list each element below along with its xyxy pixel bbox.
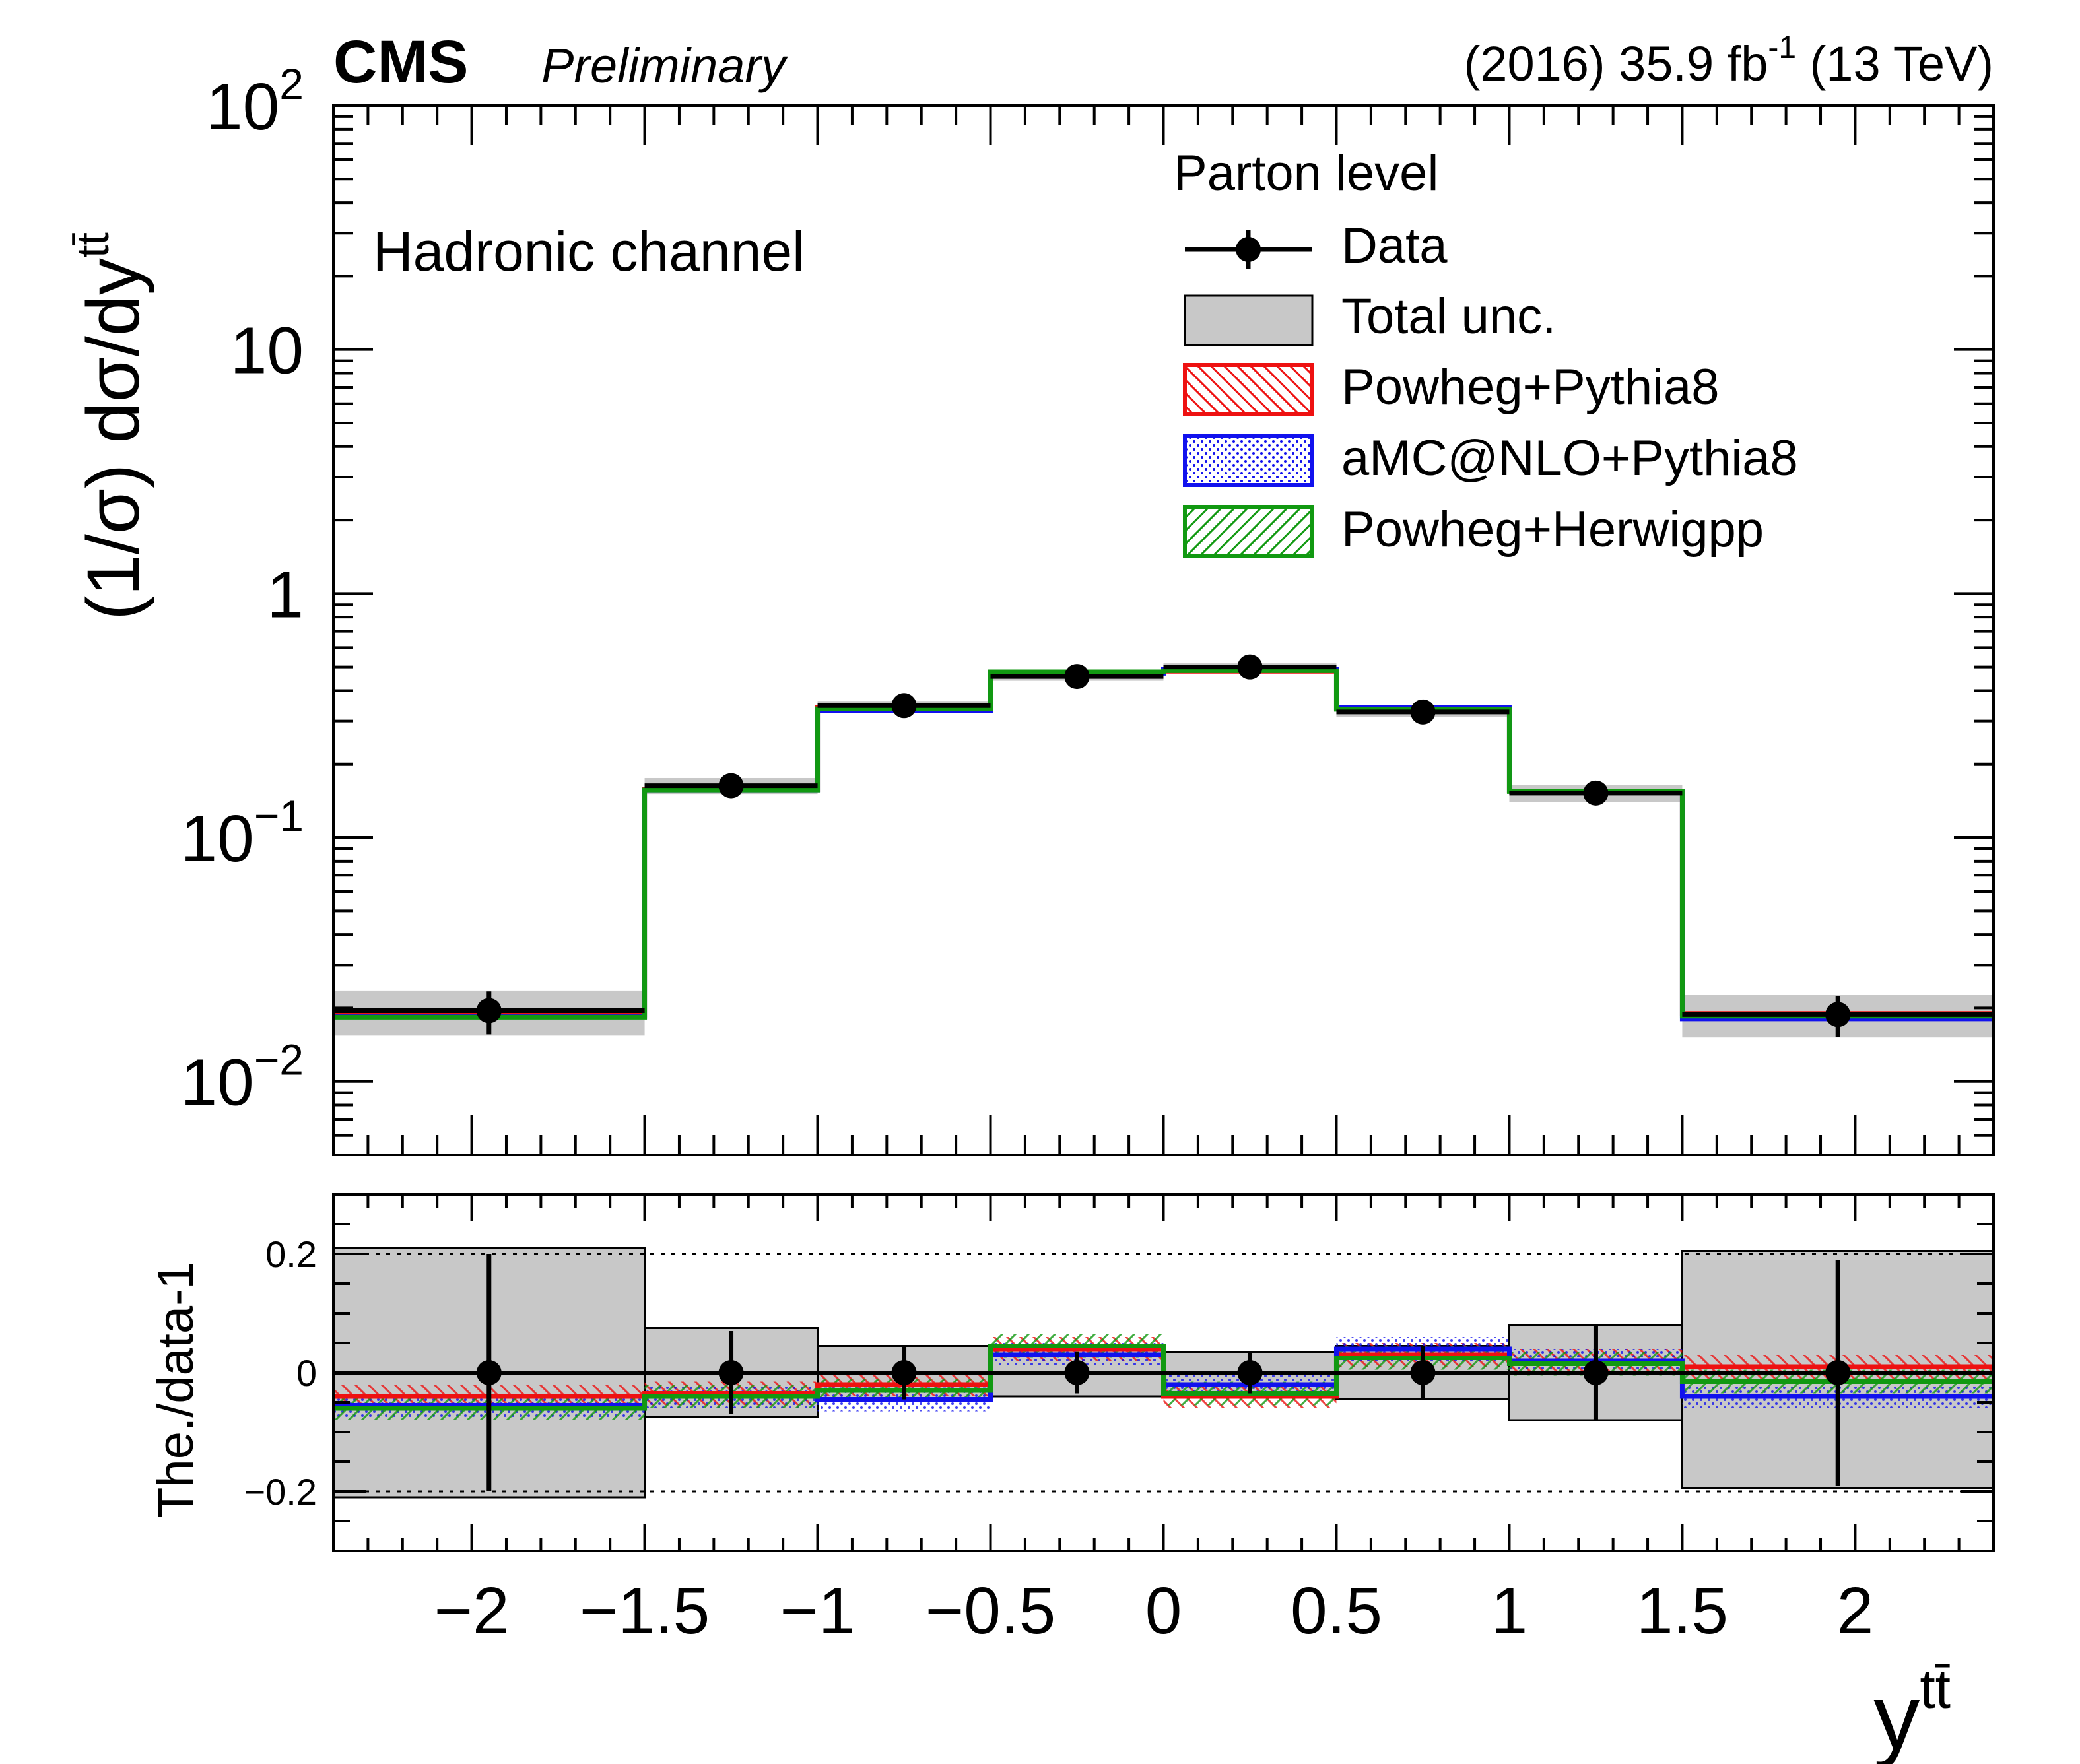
ratio-frame: [332, 1193, 1995, 1552]
main-line-powheg-pythia8: [333, 669, 1994, 1018]
legend-swatch-amcnlo-pythia8: [1183, 434, 1314, 487]
legend-swatch-total-unc: [1184, 294, 1314, 346]
ratio-reference-lines: [333, 1253, 1994, 1493]
main-y-tick-label: 1: [267, 558, 304, 632]
x-axis-title-text: y: [1873, 1665, 1920, 1764]
legend-label-powheg-herwigpp: Powheg+Herwigpp: [1341, 502, 1764, 558]
main-y-tick-exp: −2: [254, 1035, 304, 1084]
x-tick-label: 0: [1145, 1574, 1182, 1648]
legend-entry-amcnlo-pythia8: aMC@NLO+Pythia8: [1183, 430, 1798, 487]
main-y-axis-title-sup: tt̄: [67, 232, 118, 258]
ratio-axis-ticks: 0.2 0 −0.2: [244, 1193, 1995, 1552]
main-mc-curves: [333, 667, 1994, 1022]
x-tick-label: −1.5: [580, 1574, 710, 1648]
x-tick-label: 1: [1491, 1574, 1528, 1648]
legend-label-powheg-pythia8: Powheg+Pythia8: [1341, 359, 1720, 415]
ratio-y-axis-title: The./data-1: [148, 1261, 204, 1518]
ratio-data-points: [476, 1254, 1851, 1491]
legend-entry-data: Data: [1185, 218, 1448, 274]
main-line-amcnlo-pythia8: [333, 667, 1994, 1022]
legend-swatch-powheg-herwigpp: [1183, 505, 1314, 558]
legend-title: Parton level: [1174, 145, 1438, 201]
ratio-data-point: [1825, 1360, 1851, 1385]
main-y-tick-exp: −1: [254, 791, 304, 840]
ratio-y-tick-label: 0.2: [265, 1233, 317, 1275]
lumi-exp: -1: [1768, 30, 1796, 65]
legend-label-total-unc: Total unc.: [1341, 288, 1556, 344]
ratio-data-point: [1583, 1360, 1609, 1385]
data-point: [476, 998, 502, 1024]
data-point: [718, 773, 744, 799]
legend-entry-powheg-herwigpp: Powheg+Herwigpp: [1183, 502, 1764, 558]
main-line-powheg-herwigpp: [333, 668, 1994, 1020]
ratio-data-point: [891, 1360, 917, 1385]
main-y-tick-base: 10: [230, 314, 304, 388]
main-data-points: [333, 654, 1994, 1037]
x-tick-label: 1.5: [1636, 1574, 1728, 1648]
x-tick-label: −0.5: [925, 1574, 1056, 1648]
x-tick-label: 2: [1837, 1574, 1874, 1648]
ratio-y-tick-label: 0: [296, 1352, 317, 1394]
ratio-data-point: [1237, 1360, 1263, 1385]
ratio-data-point: [1410, 1360, 1436, 1385]
ratio-data-point: [718, 1360, 744, 1385]
cms-label: CMS: [333, 28, 468, 96]
main-y-tick-base: 10: [206, 70, 279, 144]
main-frame: [332, 104, 1995, 1156]
main-y-axis-title: (1/σ) dσ/dytt̄: [67, 232, 154, 620]
channel-label: Hadronic channel: [373, 220, 805, 282]
ratio-panel: 0.2 0 −0.2: [244, 1193, 1995, 1552]
legend-label-amcnlo-pythia8: aMC@NLO+Pythia8: [1341, 430, 1798, 486]
legend-label-data: Data: [1341, 218, 1448, 274]
x-tick-label: −1: [780, 1574, 855, 1648]
legend-entry-total-unc: Total unc.: [1184, 288, 1556, 346]
main-y-tick-base: 10: [181, 1046, 254, 1120]
data-point: [891, 693, 917, 719]
x-tick-label: 0.5: [1291, 1574, 1382, 1648]
x-axis-title: ytt̄: [1873, 1658, 1951, 1764]
x-axis-title-sup: tt̄: [1920, 1658, 1951, 1720]
ratio-data-point: [1064, 1360, 1090, 1385]
x-tick-label: −2: [434, 1574, 510, 1648]
main-y-tick-label: 10: [230, 314, 304, 388]
data-point: [1825, 1002, 1851, 1028]
lumi-label: (2016) 35.9 fb-1 (13 TeV): [1464, 30, 1994, 91]
lumi-suffix: (13 TeV): [1796, 36, 1994, 91]
main-y-tick-label: 10−1: [181, 791, 304, 876]
main-y-tick-base: 10: [181, 802, 254, 876]
main-uncertainty-band: [333, 663, 1994, 1038]
legend-swatch-powheg-pythia8: [1183, 363, 1314, 416]
ratio-data-point: [476, 1360, 502, 1385]
lumi-prefix: (2016) 35.9 fb: [1464, 36, 1768, 91]
main-y-tick-label: 102: [206, 59, 304, 144]
x-tick-labels: −2 −1.5 −1 −0.5 0 0.5 1 1.5 2: [434, 1574, 1874, 1648]
main-y-axis-title-text: (1/σ) dσ/dy: [72, 258, 154, 620]
preliminary-label: Preliminary: [541, 38, 788, 93]
legend-data-marker: [1236, 237, 1261, 262]
main-y-tick-base: 1: [267, 558, 304, 632]
main-y-tick-label: 10−2: [181, 1035, 304, 1120]
legend-entry-powheg-pythia8: Powheg+Pythia8: [1183, 359, 1720, 416]
data-point: [1237, 654, 1263, 680]
ratio-y-tick-label: −0.2: [244, 1471, 317, 1513]
data-point: [1410, 699, 1436, 725]
data-point: [1583, 780, 1609, 806]
legend: Parton level Data Total unc. Powheg+Pyth…: [1174, 145, 1798, 558]
data-point: [1064, 664, 1090, 690]
main-y-tick-exp: 2: [279, 59, 304, 108]
